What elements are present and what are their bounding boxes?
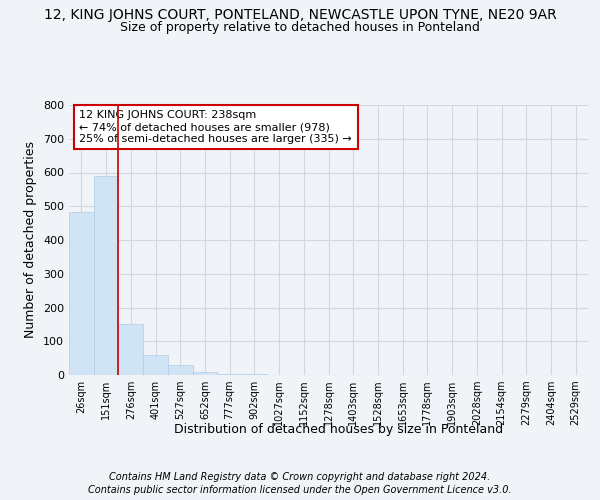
Text: 12, KING JOHNS COURT, PONTELAND, NEWCASTLE UPON TYNE, NE20 9AR: 12, KING JOHNS COURT, PONTELAND, NEWCAST… [44, 8, 556, 22]
Bar [118, 324, 143, 375]
Text: 12 KING JOHNS COURT: 238sqm
← 74% of detached houses are smaller (978)
25% of se: 12 KING JOHNS COURT: 238sqm ← 74% of det… [79, 110, 352, 144]
Bar [69, 212, 94, 375]
Bar [94, 176, 118, 375]
Text: Contains public sector information licensed under the Open Government Licence v3: Contains public sector information licen… [88, 485, 512, 495]
Bar [217, 374, 242, 375]
Text: Distribution of detached houses by size in Ponteland: Distribution of detached houses by size … [175, 422, 503, 436]
Y-axis label: Number of detached properties: Number of detached properties [25, 142, 37, 338]
Bar [168, 365, 193, 375]
Text: Contains HM Land Registry data © Crown copyright and database right 2024.: Contains HM Land Registry data © Crown c… [109, 472, 491, 482]
Bar [143, 355, 168, 375]
Bar [193, 372, 217, 375]
Bar [242, 374, 267, 375]
Text: Size of property relative to detached houses in Ponteland: Size of property relative to detached ho… [120, 21, 480, 34]
